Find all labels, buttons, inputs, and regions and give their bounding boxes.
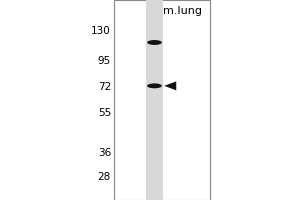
Text: 72: 72: [98, 82, 111, 92]
Text: 95: 95: [98, 56, 111, 66]
FancyBboxPatch shape: [146, 0, 163, 200]
Text: m.lung: m.lung: [163, 6, 202, 16]
Text: 36: 36: [98, 148, 111, 158]
Ellipse shape: [147, 40, 162, 45]
Text: 28: 28: [98, 172, 111, 182]
Polygon shape: [164, 81, 176, 90]
FancyBboxPatch shape: [114, 0, 210, 200]
Text: 55: 55: [98, 108, 111, 118]
Ellipse shape: [147, 83, 162, 88]
Text: 130: 130: [91, 26, 111, 36]
